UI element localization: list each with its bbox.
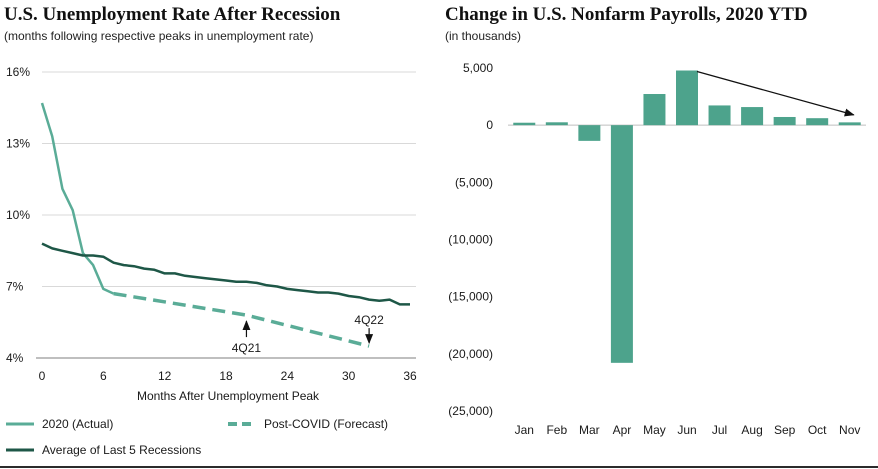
annotation-label: 4Q21 — [232, 341, 262, 355]
bar-chart-x-tick-label: Oct — [808, 423, 827, 437]
bar-sep — [773, 116, 796, 126]
bar-chart-x-tick-label: Jun — [677, 423, 696, 437]
line-series-1 — [40, 102, 115, 295]
bar-jan — [513, 122, 536, 126]
line-chart-y-tick-label: 16% — [6, 65, 30, 79]
bar-chart-y-tick-label: (15,000) — [448, 290, 493, 304]
line-chart-y-tick-label: 10% — [6, 208, 30, 222]
bar-chart-x-tick-label: Jul — [712, 423, 727, 437]
line-chart-x-axis-title: Months After Unemployment Peak — [137, 389, 320, 403]
bar-oct — [806, 118, 829, 126]
bar-chart-y-tick-label: (20,000) — [448, 347, 493, 361]
bar-chart-y-tick-label: 5,000 — [463, 61, 493, 75]
bar-chart-subtitle: (in thousands) — [445, 29, 522, 43]
line-chart-x-tick-label: 12 — [158, 369, 172, 383]
line-chart-title: U.S. Unemployment Rate After Recession — [4, 4, 341, 25]
bar-jul — [708, 105, 731, 126]
bar-mar — [578, 125, 601, 141]
bar-aug — [741, 107, 764, 126]
line-chart-x-tick-label: 6 — [100, 369, 107, 383]
bar-chart-y-tick-label: (5,000) — [455, 175, 493, 189]
legend-label: 2020 (Actual) — [42, 417, 113, 431]
trend-arrow — [696, 70, 855, 117]
bar-may — [643, 94, 666, 126]
payrolls-bar-chart: (25,000) (20,000) (15,000) (10,000) (5,000) 0… — [448, 61, 866, 437]
bar-chart-x-tick-label: Sep — [774, 423, 796, 437]
bar-chart-x-tick-label: Apr — [613, 423, 632, 437]
bar-chart-title: Change in U.S. Nonfarm Payrolls, 2020 YT… — [445, 4, 808, 25]
line-chart-x-tick-label: 0 — [39, 369, 46, 383]
bar-chart-y-tick-label: (25,000) — [448, 404, 493, 418]
bar-chart-x-tick-label: Feb — [546, 423, 567, 437]
bottom-divider — [0, 466, 878, 468]
bar-chart-x-tick-label: Mar — [579, 423, 600, 437]
line-chart-x-tick-label: 36 — [403, 369, 417, 383]
legend-label: Average of Last 5 Recessions — [42, 443, 201, 457]
unemployment-line-chart: 4% 7% 10% 13% 16% 0 6 12 18 24 30 36 Months After Un… — [6, 65, 417, 457]
bar-chart-x-tick-label: May — [643, 423, 666, 437]
line-series-2 — [113, 291, 370, 348]
line-series-3 — [41, 242, 410, 306]
line-chart-x-tick-label: 24 — [281, 369, 295, 383]
bar-apr — [610, 125, 633, 363]
bar-chart-x-tick-label: Aug — [741, 423, 762, 437]
line-chart-x-tick-label: 30 — [342, 369, 356, 383]
bar-chart-x-tick-label: Jan — [515, 423, 534, 437]
bar-feb — [545, 122, 568, 126]
line-chart-y-tick-label: 13% — [6, 137, 30, 151]
annotation-label: 4Q22 — [354, 313, 384, 327]
bar-nov — [838, 122, 861, 126]
line-chart-subtitle: (months following respective peaks in un… — [4, 29, 314, 43]
line-chart-y-tick-label: 7% — [6, 280, 24, 294]
bar-chart-y-tick-label: (10,000) — [448, 233, 493, 247]
bar-jun — [676, 70, 698, 126]
bar-chart-x-tick-label: Nov — [839, 423, 860, 437]
line-chart-x-tick-label: 18 — [219, 369, 233, 383]
legend-label: Post-COVID (Forecast) — [264, 417, 388, 431]
line-chart-y-tick-label: 4% — [6, 351, 24, 365]
bar-chart-y-tick-label: 0 — [486, 118, 493, 132]
